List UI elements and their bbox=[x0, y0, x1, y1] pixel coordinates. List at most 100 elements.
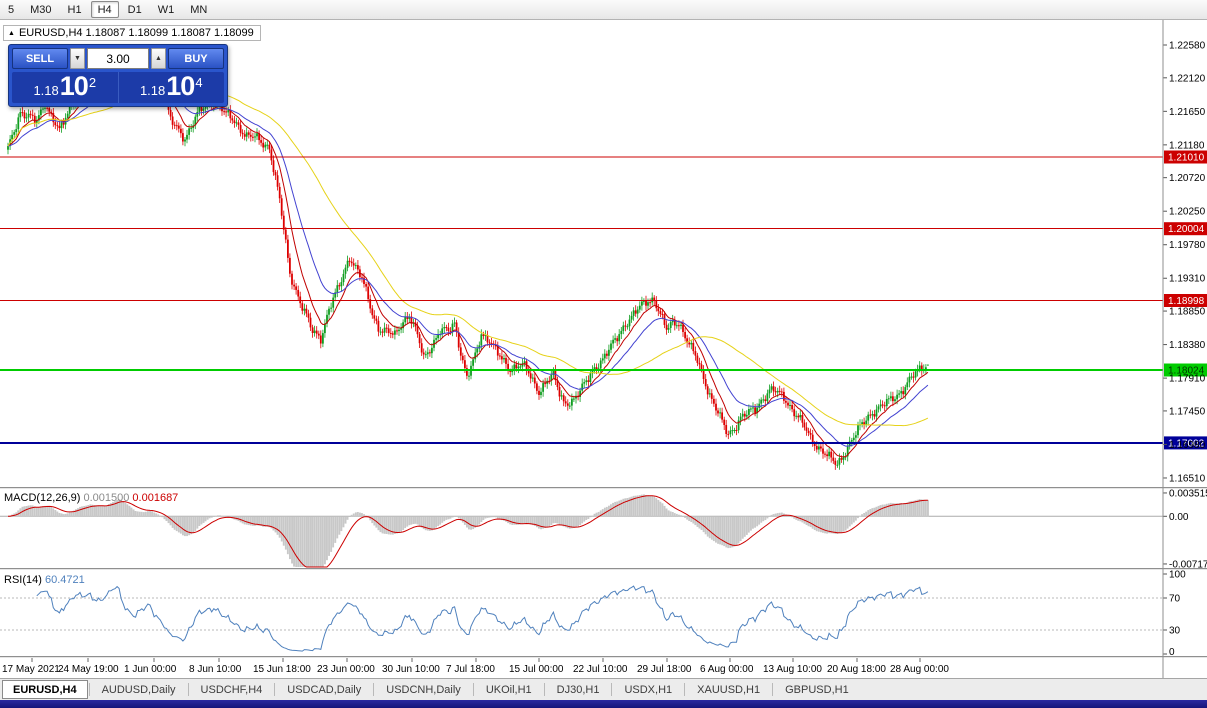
chart-tab-xauusd-h1[interactable]: XAUUSD,H1 bbox=[697, 683, 761, 696]
rsi-axis-label: 70 bbox=[1169, 594, 1181, 605]
one-click-trading-panel: SELL ▼ 3.00 ▲ BUY 1.18 10 2 1.18 10 4 bbox=[8, 44, 228, 107]
pane-divider[interactable] bbox=[0, 487, 1207, 488]
tab-separator bbox=[611, 683, 613, 696]
sell-price-prefix: 1.18 bbox=[33, 83, 59, 98]
timeframe-button-w1[interactable]: W1 bbox=[157, 3, 175, 16]
time-axis-label: 30 Jun 10:00 bbox=[382, 664, 440, 675]
volume-increase-button[interactable]: ▲ bbox=[151, 48, 166, 69]
price-tag-label: 1.21010 bbox=[1168, 152, 1205, 163]
macd-axis-label: 0.00 bbox=[1169, 512, 1189, 523]
chart-tab-usdx-h1[interactable]: USDX,H1 bbox=[624, 683, 673, 696]
price-axis-label: 1.22580 bbox=[1169, 41, 1206, 52]
volume-input[interactable]: 3.00 bbox=[87, 48, 149, 69]
tab-separator bbox=[543, 683, 545, 696]
buy-button[interactable]: BUY bbox=[168, 48, 224, 69]
price-axis-label: 1.18850 bbox=[1169, 307, 1206, 318]
price-axis-label: 1.21650 bbox=[1169, 107, 1206, 118]
candles bbox=[7, 48, 929, 470]
chart-tab-audusd-daily[interactable]: AUDUSD,Daily bbox=[101, 683, 176, 696]
chart-tab-dj30-h1[interactable]: DJ30,H1 bbox=[556, 683, 600, 696]
price-axis-label: 1.20250 bbox=[1169, 207, 1206, 218]
price-axis-label: 1.21180 bbox=[1169, 140, 1205, 151]
chart-tab-usdchf-h4[interactable]: USDCHF,H4 bbox=[200, 683, 263, 696]
timeframe-button-mn[interactable]: MN bbox=[190, 3, 208, 16]
price-axis-label: 1.20720 bbox=[1169, 173, 1206, 184]
sell-price-big-digits: 10 bbox=[59, 71, 89, 101]
buy-price-big-digits: 10 bbox=[166, 71, 195, 101]
buy-price: 1.18 10 4 bbox=[117, 71, 225, 103]
price-axis-label: 1.17910 bbox=[1169, 374, 1206, 385]
macd-label: MACD(12,26,9) 0.001500 0.001687 bbox=[4, 492, 178, 504]
time-axis-label: 17 May 2021 bbox=[2, 664, 60, 675]
price-tag bbox=[1164, 222, 1207, 236]
macd-axis-label: 0.003515 bbox=[1169, 488, 1207, 499]
price-axis-label: 1.16980 bbox=[1169, 440, 1206, 451]
time-axis-label: 24 May 19:00 bbox=[58, 664, 119, 675]
price-axis-label: 1.22120 bbox=[1169, 73, 1206, 84]
volume-decrease-button[interactable]: ▼ bbox=[70, 48, 85, 69]
timeframe-button-5[interactable]: 5 bbox=[8, 3, 15, 16]
chart-tab-usdcnh-daily[interactable]: USDCNH,Daily bbox=[386, 683, 461, 696]
chart-tab-ukoil-h1[interactable]: UKOil,H1 bbox=[485, 683, 532, 696]
price-tag bbox=[1164, 150, 1207, 164]
ma-slow-line bbox=[7, 88, 929, 427]
sell-price-pipette: 2 bbox=[88, 75, 97, 90]
chart-tab-gbpusd-h1[interactable]: GBPUSD,H1 bbox=[785, 683, 849, 696]
time-axis-label: 7 Jul 18:00 bbox=[446, 664, 495, 675]
price-tag-label: 1.18998 bbox=[1168, 296, 1205, 307]
price-tag-label: 1.17002 bbox=[1168, 438, 1205, 449]
time-axis-label: 29 Jul 18:00 bbox=[637, 664, 692, 675]
price-tag-label: 1.20004 bbox=[1168, 224, 1205, 235]
rsi-axis-label: 0 bbox=[1169, 647, 1175, 658]
chart-tab-eurusd-h4[interactable]: EURUSD,H4 bbox=[2, 680, 88, 699]
price-axis-label: 1.18380 bbox=[1169, 340, 1206, 351]
sell-button[interactable]: SELL bbox=[12, 48, 68, 69]
timeframe-button-m30[interactable]: M30 bbox=[30, 3, 52, 16]
price-axis-label: 1.19310 bbox=[1169, 274, 1206, 285]
sell-price: 1.18 10 2 bbox=[12, 72, 118, 103]
tab-separator bbox=[274, 683, 276, 696]
collapse-panel-icon[interactable]: ▲ bbox=[8, 29, 15, 37]
time-axis-label: 8 Jun 10:00 bbox=[189, 664, 242, 675]
tab-separator bbox=[684, 683, 686, 696]
time-axis-label: 23 Jun 00:00 bbox=[317, 664, 375, 675]
timeframe-button-h1[interactable]: H1 bbox=[67, 3, 82, 16]
ma-fast-line bbox=[7, 66, 929, 458]
ma-mid-line bbox=[7, 75, 929, 447]
tab-separator bbox=[88, 683, 90, 696]
tab-separator bbox=[187, 683, 189, 696]
price-tag bbox=[1164, 436, 1207, 450]
time-axis-label: 1 Jun 00:00 bbox=[124, 664, 177, 675]
pane-divider[interactable] bbox=[0, 656, 1207, 657]
time-axis-label: 15 Jun 18:00 bbox=[253, 664, 311, 675]
buy-price-pipette: 4 bbox=[195, 75, 203, 90]
buy-price-prefix: 1.18 bbox=[139, 83, 166, 98]
chart-title-box: ▲ EURUSD,H4 1.18087 1.18099 1.18087 1.18… bbox=[3, 25, 261, 41]
rsi-axis-label: 30 bbox=[1169, 626, 1181, 637]
price-tag bbox=[1164, 363, 1207, 377]
timeframe-button-d1[interactable]: D1 bbox=[127, 3, 142, 16]
time-axis-label: 13 Aug 10:00 bbox=[763, 664, 822, 675]
rsi-label: RSI(14) 60.4721 bbox=[4, 574, 85, 586]
chart-canvas[interactable]: 1.210101.200041.189981.180241.170021.225… bbox=[0, 20, 1207, 678]
price-tag-label: 1.18024 bbox=[1168, 365, 1205, 376]
pane-divider[interactable] bbox=[0, 568, 1207, 569]
macd-histogram bbox=[7, 494, 929, 567]
tab-separator bbox=[772, 683, 774, 696]
rsi-line bbox=[36, 585, 929, 652]
chart-tab-bar: EURUSD,H4 AUDUSD,Daily USDCHF,H4 USDCAD,Dai… bbox=[0, 678, 1207, 700]
price-tag bbox=[1164, 294, 1207, 307]
time-axis-label: 20 Aug 18:00 bbox=[827, 664, 886, 675]
time-axis-label: 15 Jul 00:00 bbox=[509, 664, 564, 675]
time-axis-label: 22 Jul 10:00 bbox=[573, 664, 628, 675]
rsi-axis-label: 100 bbox=[1169, 570, 1186, 581]
macd-axis-label: -0.007175 bbox=[1169, 559, 1207, 570]
window-bottom-edge bbox=[0, 700, 1207, 708]
quote-display: 1.18 10 2 1.18 10 4 bbox=[12, 72, 224, 103]
timeframe-button-h4[interactable]: H4 bbox=[90, 1, 119, 18]
time-axis-label: 6 Aug 00:00 bbox=[700, 664, 754, 675]
chart-tab-usdcad-daily[interactable]: USDCAD,Daily bbox=[287, 683, 362, 696]
timeframe-toolbar: 5 M30 H1 H4 D1 W1 MN bbox=[0, 0, 1207, 20]
time-axis-label: 28 Aug 00:00 bbox=[890, 664, 949, 675]
tab-separator bbox=[373, 683, 375, 696]
